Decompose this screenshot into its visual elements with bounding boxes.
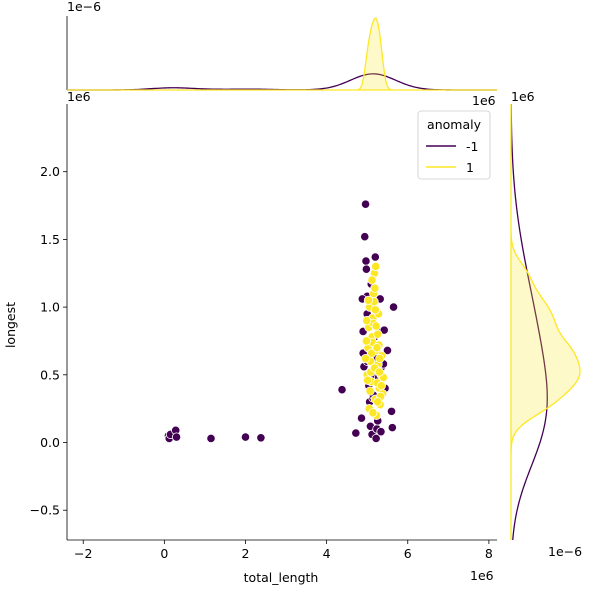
main-scatter-axes: −2 0 2 4 6 8 −0.5 0.0 0.5 1.0 1.5 2.0 1e6 1e6 tota…	[3, 89, 497, 585]
scatter-point-anomaly-1	[371, 321, 381, 331]
scatter-point-anomaly-neg1	[388, 302, 399, 312]
scatter-point-anomaly-1	[362, 375, 373, 385]
y-tick-label: 2.0	[40, 164, 60, 179]
scatter-points	[163, 199, 399, 444]
scatter-point-anomaly-neg1	[371, 433, 381, 444]
right-kde-anomaly-1	[510, 104, 581, 540]
scatter-point-anomaly-neg1	[240, 432, 251, 442]
x-tick-label: 6	[404, 546, 412, 561]
scatter-point-anomaly-1	[368, 408, 378, 418]
x-axis-label: total_length	[244, 570, 319, 585]
scatter-point-anomaly-1	[376, 381, 386, 391]
scatter-point-anomaly-neg1	[206, 433, 216, 444]
scatter-point-anomaly-1	[373, 329, 383, 339]
scatter-point-anomaly-neg1	[360, 232, 370, 242]
y-tick-label: 0.0	[40, 435, 60, 450]
right-marginal-axis-offset: 1e6	[511, 89, 535, 104]
legend-label-neg1: -1	[466, 139, 478, 154]
top-marginal-offset-label: 1e−6	[67, 0, 101, 14]
scatter-point-anomaly-1	[361, 336, 371, 346]
scatter-point-anomaly-1	[367, 275, 377, 285]
right-marginal: 1e6 1e−6	[510, 89, 582, 559]
scatter-point-anomaly-1	[374, 367, 384, 377]
top-marginal: 1e−6 1e6	[66, 0, 497, 108]
scatter-point-anomaly-1	[370, 283, 380, 293]
scatter-point-anomaly-neg1	[356, 413, 367, 423]
y-axis-ticks: −0.5 0.0 0.5 1.0 1.5 2.0	[30, 164, 67, 518]
legend: anomaly -1 1	[417, 110, 491, 180]
y-axis-label: longest	[3, 302, 18, 348]
x-axis-offset-label: 1e6	[470, 568, 494, 583]
scatter-point-anomaly-neg1	[387, 423, 397, 433]
scatter-point-anomaly-neg1	[171, 432, 182, 442]
scatter-point-anomaly-neg1	[361, 256, 371, 266]
scatter-point-anomaly-neg1	[379, 325, 389, 335]
top-kde-anomaly-1	[67, 16, 497, 91]
y-tick-label: −0.5	[30, 503, 60, 518]
right-marginal-offset-label: 1e−6	[548, 544, 582, 559]
scatter-point-anomaly-neg1	[351, 428, 361, 438]
legend-box	[417, 110, 491, 180]
scatter-point-anomaly-neg1	[256, 433, 266, 443]
y-tick-label: 1.5	[40, 232, 60, 247]
x-tick-label: 0	[160, 546, 168, 561]
x-axis-ticks: −2 0 2 4 6 8	[74, 540, 493, 561]
scatter-point-anomaly-neg1	[360, 199, 371, 209]
x-tick-label: 2	[242, 546, 250, 561]
scatter-point-anomaly-neg1	[337, 385, 347, 395]
y-tick-label: 0.5	[40, 367, 60, 382]
scatter-point-anomaly-neg1	[361, 264, 371, 274]
legend-label-1: 1	[466, 160, 474, 175]
scatter-point-anomaly-1	[362, 316, 372, 326]
scatter-point-anomaly-neg1	[386, 406, 397, 416]
top-kde-anomaly-neg1	[67, 73, 497, 91]
scatter-point-anomaly-1	[375, 353, 385, 364]
y-axis-offset-label: 1e6	[67, 89, 91, 104]
legend-title: anomaly	[427, 117, 482, 132]
scatter-point-anomaly-1	[370, 305, 380, 315]
x-tick-label: 4	[323, 546, 331, 561]
scatter-point-anomaly-1	[373, 397, 383, 407]
x-tick-label: 8	[485, 546, 493, 561]
scatter-point-anomaly-1	[365, 386, 375, 396]
scatter-point-anomaly-neg1	[382, 345, 393, 356]
scatter-point-anomaly-neg1	[370, 252, 380, 262]
y-tick-label: 1.0	[40, 300, 60, 315]
top-marginal-axis-offset: 1e6	[472, 93, 496, 108]
scatter-point-anomaly-neg1	[376, 427, 386, 437]
scatter-point-anomaly-1	[363, 295, 374, 305]
scatter-point-anomaly-1	[360, 353, 371, 364]
scatter-point-anomaly-1	[371, 261, 381, 272]
x-tick-label: −2	[74, 546, 92, 561]
right-kde-anomaly-neg1	[510, 103, 548, 541]
scatter-point-anomaly-1	[372, 343, 382, 353]
